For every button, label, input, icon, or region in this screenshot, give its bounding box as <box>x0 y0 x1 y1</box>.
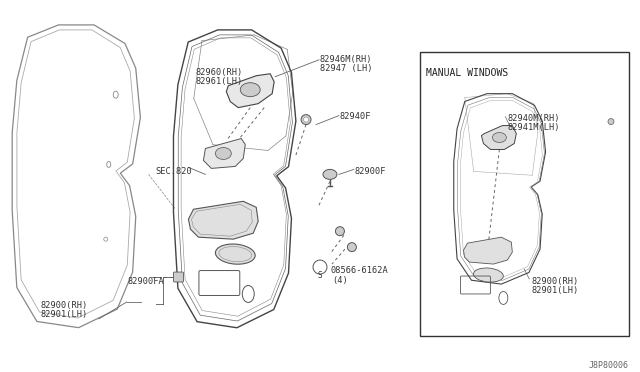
Text: 82960(RH): 82960(RH) <box>195 68 243 77</box>
Text: 82900F: 82900F <box>355 167 387 176</box>
Polygon shape <box>463 237 513 264</box>
FancyBboxPatch shape <box>173 272 184 282</box>
Text: J8P80006: J8P80006 <box>589 361 629 370</box>
Circle shape <box>608 119 614 125</box>
Text: 82946M(RH): 82946M(RH) <box>320 55 372 64</box>
Circle shape <box>303 117 308 122</box>
Text: 82901(LH): 82901(LH) <box>41 310 88 319</box>
Text: 82961(LH): 82961(LH) <box>195 77 243 86</box>
Polygon shape <box>188 201 258 239</box>
Polygon shape <box>227 74 274 108</box>
Text: 82940M(RH): 82940M(RH) <box>508 113 560 123</box>
Polygon shape <box>481 126 516 150</box>
Circle shape <box>301 115 311 125</box>
Text: S: S <box>317 271 323 280</box>
Text: (4): (4) <box>332 276 348 285</box>
Ellipse shape <box>216 147 231 160</box>
Ellipse shape <box>216 244 255 264</box>
Bar <box>420 52 629 336</box>
Text: 82900(RH): 82900(RH) <box>531 277 579 286</box>
Text: 82941M(LH): 82941M(LH) <box>508 122 560 132</box>
Ellipse shape <box>492 132 506 142</box>
Text: SEC.820: SEC.820 <box>156 167 193 176</box>
Ellipse shape <box>474 268 503 282</box>
Circle shape <box>348 243 356 251</box>
Circle shape <box>335 227 344 236</box>
Text: MANUAL WINDOWS: MANUAL WINDOWS <box>426 68 508 78</box>
Circle shape <box>313 260 327 274</box>
Text: 08566-6162A: 08566-6162A <box>331 266 388 275</box>
Ellipse shape <box>240 83 260 97</box>
Text: 82901(LH): 82901(LH) <box>531 286 579 295</box>
Polygon shape <box>204 138 245 169</box>
Text: 82900FA: 82900FA <box>127 277 164 286</box>
Ellipse shape <box>323 169 337 179</box>
Text: 82947 (LH): 82947 (LH) <box>320 64 372 73</box>
Text: 82940F: 82940F <box>340 112 371 121</box>
Text: 82900(RH): 82900(RH) <box>41 301 88 310</box>
